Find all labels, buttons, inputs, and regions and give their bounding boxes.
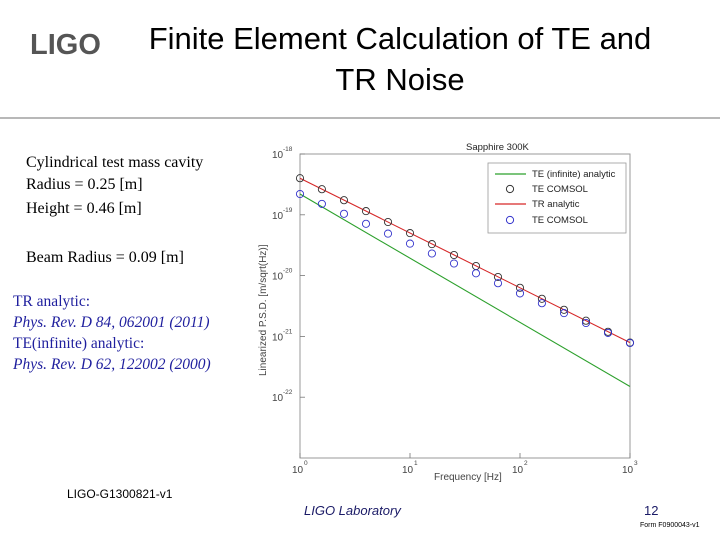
data-point-series-1 — [295, 174, 305, 183]
y-tick-label: 10 — [272, 211, 284, 222]
references: TR analytic: Phys. Rev. D 84, 062001 (20… — [13, 291, 211, 375]
legend-swatch-tr-comsol — [505, 215, 515, 225]
data-point-series-3 — [581, 318, 591, 328]
y-tick-exponent: -21 — [283, 328, 293, 335]
y-tick-exponent: -19 — [283, 207, 293, 214]
legend-te-analytic: TE (infinite) analytic — [532, 169, 616, 180]
ref-te-label: TE(infinite) analytic: — [13, 335, 145, 352]
data-point-series-3 — [405, 239, 415, 248]
series-markers — [295, 174, 635, 348]
data-point-series-3 — [427, 249, 436, 258]
chart-title: Sapphire 300K — [466, 142, 530, 153]
title-divider — [0, 117, 720, 119]
data-point-series-3 — [449, 259, 459, 268]
ligo-logo-text: LIGO — [30, 29, 101, 60]
data-point-series-1 — [427, 240, 436, 249]
data-point-series-3 — [537, 299, 546, 308]
desc-line-3: Height = 0.46 [m] — [26, 200, 142, 217]
page-number: 12 — [644, 503, 659, 518]
desc-line-4: Beam Radius = 0.09 [m] — [26, 249, 184, 266]
x-tick-label: 10 — [292, 465, 304, 476]
data-point-series-3 — [493, 279, 503, 288]
x-tick-exponent: 1 — [414, 460, 418, 467]
plot-area — [299, 153, 631, 459]
x-axis-label: Frequency [Hz] — [434, 472, 502, 483]
lab-name: LIGO Laboratory — [304, 503, 401, 518]
legend-te-comsol: TE COMSOL — [532, 184, 588, 195]
y-tick-label: 10 — [272, 272, 284, 283]
desc-line-1: Cylindrical test mass cavity — [26, 154, 204, 171]
data-point-series-3 — [559, 309, 569, 318]
legend: TE (infinite) analytic TE COMSOL TR anal… — [487, 162, 627, 234]
data-point-series-3 — [339, 209, 349, 218]
data-point-series-3 — [625, 338, 635, 348]
data-point-series-1 — [537, 294, 546, 303]
ref-tr-citation: Phys. Rev. D 84, 062001 (2011) — [13, 314, 210, 331]
y-tick-exponent: -20 — [283, 268, 293, 275]
data-point-series-1 — [449, 250, 459, 260]
data-point-series-3 — [515, 289, 525, 298]
series-line-0 — [299, 193, 631, 387]
form-id: Form F0900043-v1 — [640, 522, 700, 529]
data-point-series-3 — [317, 199, 326, 208]
ref-te-citation: Phys. Rev. D 62, 122002 (2000) — [13, 356, 211, 373]
data-point-series-3 — [295, 189, 305, 199]
chart-background — [248, 128, 718, 488]
data-point-series-1 — [581, 316, 591, 325]
y-tick-exponent: -18 — [283, 146, 293, 153]
ligo-logo-mark: LIGO — [30, 29, 101, 61]
data-point-series-1 — [493, 272, 503, 282]
series-lines — [299, 177, 631, 387]
y-tick-exponent: -22 — [283, 389, 293, 396]
data-point-series-1 — [515, 283, 525, 292]
y-tick-label: 10 — [272, 393, 284, 404]
legend-swatch-te-comsol — [505, 184, 515, 194]
data-point-series-1 — [559, 305, 569, 314]
series-line-2 — [299, 177, 631, 344]
y-tick-label: 10 — [272, 332, 284, 343]
data-point-series-1 — [405, 229, 415, 238]
data-point-series-3 — [471, 269, 481, 278]
x-tick-label: 10 — [402, 465, 414, 476]
x-tick-label: 10 — [622, 465, 634, 476]
y-tick-label: 10 — [272, 150, 284, 161]
data-point-series-3 — [361, 219, 371, 228]
y-axis-label: Linearized P.S.D. [m/sqrt(Hz)] — [258, 244, 269, 376]
x-tick-exponent: 2 — [524, 460, 528, 467]
legend-tr-comsol: TE COMSOL — [532, 215, 588, 226]
data-point-series-3 — [603, 328, 613, 337]
ligo-logo: LIGO — [30, 26, 110, 61]
data-point-series-1 — [317, 185, 326, 194]
data-point-series-3 — [383, 229, 393, 238]
data-point-series-1 — [383, 217, 393, 227]
noise-chart: Sapphire 300K 10010110210310-1810-1910-2… — [248, 128, 718, 488]
document-id: LIGO-G1300821-v1 — [67, 487, 173, 501]
x-tick-label: 10 — [512, 465, 524, 476]
desc-line-2: Radius = 0.25 [m] — [26, 176, 143, 193]
legend-box — [487, 162, 627, 234]
legend-tr-analytic: TR analytic — [532, 199, 580, 210]
data-point-series-1 — [339, 196, 349, 205]
ref-tr-label: TR analytic: — [13, 293, 91, 310]
x-tick-exponent: 3 — [634, 460, 638, 467]
data-point-series-1 — [361, 207, 371, 216]
slide-title: Finite Element Calculation of TE and TR … — [148, 21, 652, 97]
x-tick-exponent: 0 — [304, 460, 308, 467]
